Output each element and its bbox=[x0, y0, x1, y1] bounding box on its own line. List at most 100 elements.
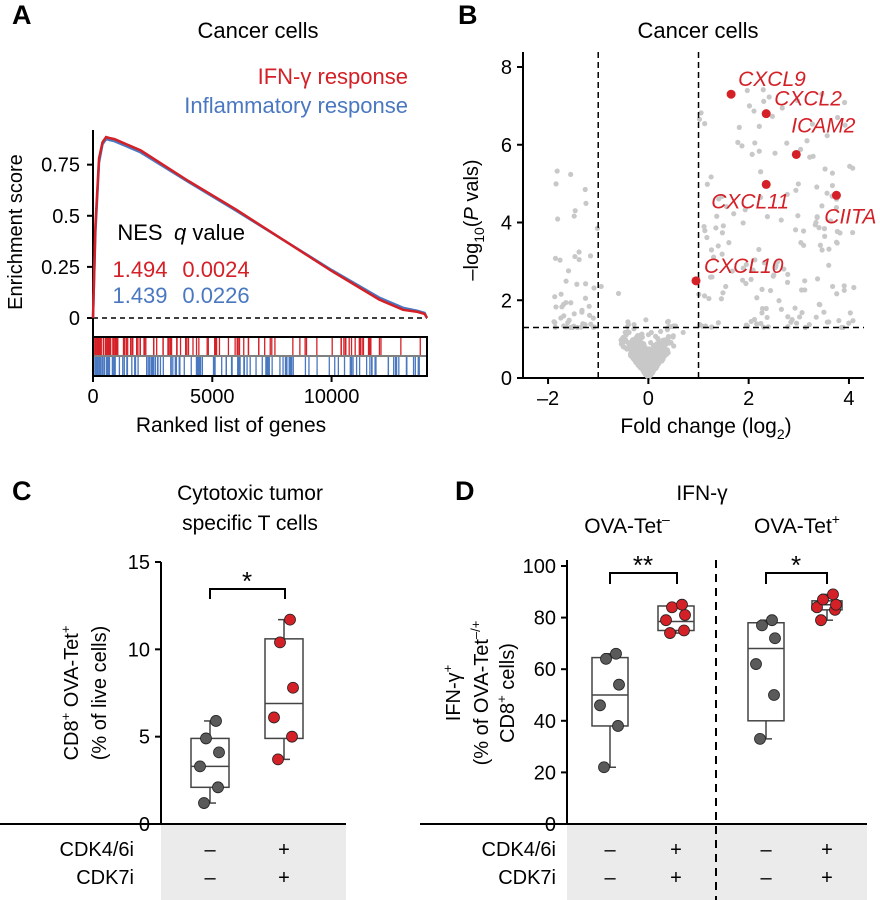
gene-point bbox=[813, 219, 819, 226]
data-point bbox=[811, 601, 823, 614]
group-label-ova-tet-pos: OVA-Tet+ bbox=[754, 511, 840, 538]
y-tick-label: 100 bbox=[523, 556, 556, 578]
y-tick-label: 40 bbox=[534, 711, 556, 733]
boxplot-group bbox=[190, 715, 230, 809]
panel-c-significance-bracket bbox=[209, 588, 286, 599]
highlight-gene-point bbox=[831, 190, 841, 200]
gene-point bbox=[553, 181, 559, 187]
gene-point bbox=[822, 166, 828, 172]
panel-b-x-ticks: –2 0 2 4 bbox=[537, 378, 855, 410]
gene-point bbox=[649, 349, 656, 355]
gene-point bbox=[572, 253, 578, 260]
gene-point bbox=[800, 228, 807, 234]
gene-point bbox=[670, 333, 676, 339]
gene-point bbox=[658, 328, 664, 335]
panel-a-x-label: Ranked list of genes bbox=[136, 414, 326, 437]
gene-point bbox=[763, 305, 769, 312]
y-tick-label: 10 bbox=[128, 639, 150, 661]
panel-a-enrichment-curves bbox=[91, 135, 429, 319]
gene-point bbox=[817, 242, 823, 248]
data-point bbox=[274, 636, 286, 649]
x-tick-label: –2 bbox=[537, 388, 559, 410]
panel-d-mark: – bbox=[604, 867, 616, 889]
gene-point bbox=[633, 357, 640, 364]
gene-point bbox=[847, 163, 853, 169]
gene-point bbox=[647, 366, 654, 372]
highlight-gene-point bbox=[791, 149, 801, 159]
gene-label-cxcl10: CXCL10 bbox=[704, 255, 784, 278]
gene-point bbox=[645, 371, 651, 377]
gene-point bbox=[720, 290, 726, 296]
gene-point bbox=[809, 121, 816, 127]
gene-point bbox=[579, 307, 585, 313]
gene-point bbox=[752, 140, 758, 146]
gene-point bbox=[708, 247, 715, 253]
gene-point bbox=[641, 355, 647, 361]
gene-point bbox=[810, 153, 816, 159]
gene-point bbox=[754, 295, 760, 301]
q-italic: q bbox=[174, 220, 187, 245]
y-tick-label: 80 bbox=[534, 608, 556, 630]
data-point bbox=[284, 613, 296, 626]
gene-point bbox=[729, 268, 735, 274]
gene-point bbox=[743, 322, 749, 328]
highlight-gene-point bbox=[761, 179, 771, 189]
gene-point bbox=[635, 332, 641, 339]
gene-point bbox=[554, 168, 560, 174]
gene-point bbox=[756, 246, 762, 253]
y-tick-label: 8 bbox=[501, 57, 512, 79]
gene-point bbox=[739, 143, 745, 149]
data-point bbox=[827, 588, 839, 601]
gene-point bbox=[761, 98, 767, 104]
group-label-ova-tet-neg: OVA-Tet– bbox=[584, 511, 670, 538]
boxplot-group bbox=[591, 647, 629, 774]
y-tick-label: 6 bbox=[501, 135, 512, 157]
gene-point bbox=[814, 184, 820, 190]
gene-point bbox=[793, 187, 799, 193]
gene-point bbox=[795, 213, 801, 219]
gene-point bbox=[771, 272, 777, 278]
gene-point bbox=[792, 227, 799, 233]
gene-point bbox=[561, 313, 567, 319]
gene-point bbox=[827, 218, 834, 224]
data-point bbox=[612, 720, 624, 732]
gene-point bbox=[658, 339, 665, 345]
panel-a-title: Cancer cells bbox=[197, 18, 318, 43]
gene-point bbox=[833, 239, 840, 245]
gene-point bbox=[743, 280, 749, 287]
panel-d-title: IFN-γ bbox=[676, 482, 728, 505]
gene-point bbox=[751, 108, 757, 114]
gene-point bbox=[555, 216, 561, 222]
gene-point bbox=[563, 278, 569, 284]
gene-point bbox=[752, 257, 758, 263]
panel-letter-d: D bbox=[455, 476, 475, 506]
panel-b-y-label: –log10(P vals) bbox=[461, 159, 487, 280]
gene-point bbox=[826, 246, 832, 252]
x-tick-label: 10000 bbox=[304, 386, 360, 408]
gene-point bbox=[629, 338, 635, 345]
gene-point bbox=[742, 207, 748, 213]
y-tick-label: 0.5 bbox=[52, 206, 80, 228]
data-point bbox=[268, 711, 280, 724]
gene-point bbox=[751, 316, 758, 323]
data-point bbox=[610, 647, 622, 660]
gene-point bbox=[743, 261, 749, 268]
gene-point bbox=[708, 174, 714, 180]
gene-point bbox=[746, 103, 753, 109]
gene-point bbox=[778, 306, 784, 312]
gene-point bbox=[587, 253, 594, 259]
panel-c-y-label-line-2: (% of live cells) bbox=[89, 626, 111, 760]
gene-point bbox=[633, 345, 639, 352]
y-tick-label: 0.75 bbox=[41, 155, 80, 177]
gene-point bbox=[802, 287, 808, 293]
data-point bbox=[613, 678, 625, 691]
gene-label-cxcl11: CXCL11 bbox=[711, 190, 789, 213]
boxplot-group bbox=[811, 588, 843, 627]
gene-point bbox=[713, 225, 719, 231]
gene-label-cxcl2: CXCL2 bbox=[774, 88, 842, 111]
gene-point bbox=[833, 205, 839, 211]
panel-c-y-ticks: 0 5 10 15 bbox=[128, 552, 161, 836]
panel-a-y-ticks: 0 0.25 0.5 0.75 bbox=[41, 155, 93, 330]
